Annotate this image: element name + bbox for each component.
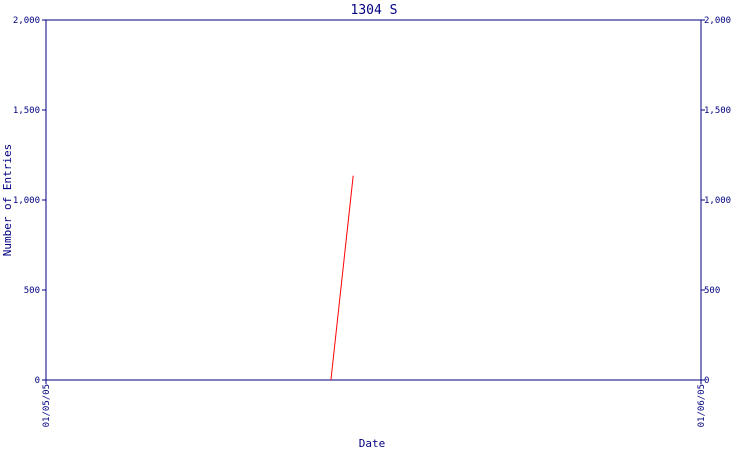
y-tick-label-right: 1,500 <box>704 106 731 116</box>
series-layer <box>330 175 354 381</box>
y-tick-label-left: 1,500 <box>13 106 40 116</box>
y-tick-label-right: 1,000 <box>704 196 731 206</box>
series-line <box>330 175 354 381</box>
y-tick-label-right: 2,000 <box>704 16 731 26</box>
plot-area <box>45 19 702 381</box>
x-axis-label: Date <box>359 437 386 450</box>
x-tick-label: 01/05/05 <box>42 384 52 427</box>
y-axis-right: 0 500 1,000 1,500 2,000 <box>701 16 731 386</box>
y-tick-label-left: 500 <box>24 286 40 296</box>
y-axis-label: Number of Entries <box>1 144 14 257</box>
y-tick-label-left: 0 <box>35 376 40 386</box>
chart-title: 1304 S <box>351 3 398 18</box>
y-tick-label-left: 1,000 <box>13 196 40 206</box>
y-axis-left: 0 500 1,000 1,500 2,000 <box>13 16 46 386</box>
y-tick-label-right: 500 <box>704 286 720 296</box>
x-tick-label: 01/06/05 <box>697 384 707 427</box>
y-tick-label-right: 0 <box>704 376 709 386</box>
y-tick-label-left: 2,000 <box>13 16 40 26</box>
x-axis: 01/05/05 01/06/05 <box>42 380 707 427</box>
